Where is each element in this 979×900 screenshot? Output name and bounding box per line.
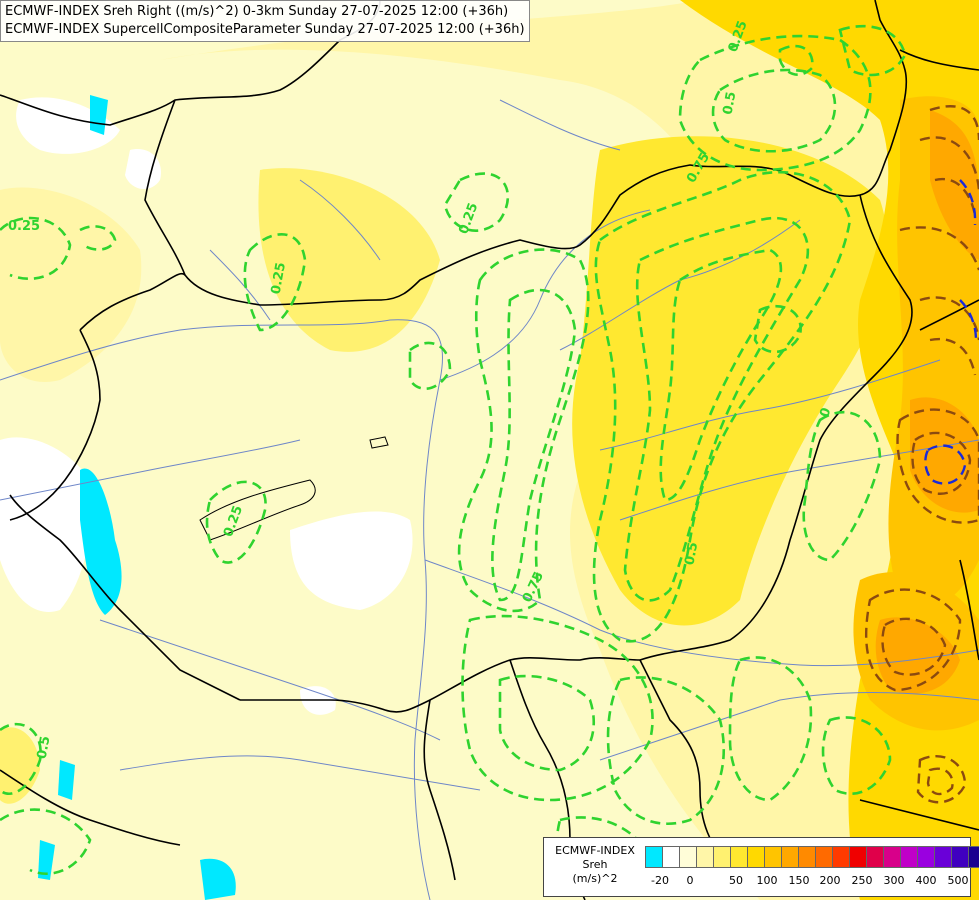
title-scp: ECMWF-INDEX SupercellCompositeParameter … bbox=[5, 22, 525, 37]
legend-swatch bbox=[866, 846, 884, 868]
legend-swatch bbox=[968, 846, 979, 868]
legend-swatches bbox=[645, 846, 979, 868]
legend-caption: ECMWF-INDEX Sreh (m/s)^2 bbox=[550, 844, 640, 886]
legend-swatch bbox=[900, 846, 918, 868]
title-sreh: ECMWF-INDEX Sreh Right ((m/s)^2) 0-3km S… bbox=[5, 4, 509, 19]
legend-tick-label: 400 bbox=[915, 874, 937, 887]
contour-label: 0.5 bbox=[35, 735, 54, 760]
legend-swatch bbox=[883, 846, 901, 868]
legend-swatch bbox=[696, 846, 714, 868]
color-legend: ECMWF-INDEX Sreh (m/s)^2 -20 0 50 100 150 200… bbox=[543, 837, 979, 897]
legend-swatch bbox=[662, 846, 680, 868]
legend-swatch bbox=[747, 846, 765, 868]
legend-swatch bbox=[679, 846, 697, 868]
map-title-box: ECMWF-INDEX Sreh Right ((m/s)^2) 0-3km S… bbox=[0, 0, 530, 42]
legend-tick-label: 250 bbox=[851, 874, 873, 887]
legend-source: ECMWF-INDEX bbox=[555, 844, 635, 857]
brown-dashed-contours bbox=[864, 105, 979, 804]
legend-swatch bbox=[832, 846, 850, 868]
legend-swatch bbox=[713, 846, 731, 868]
blue-dashed-contours bbox=[924, 179, 978, 485]
legend-swatch bbox=[917, 846, 935, 868]
legend-swatch bbox=[798, 846, 816, 868]
legend-swatch bbox=[849, 846, 867, 868]
legend-swatch bbox=[645, 846, 663, 868]
legend-tick-label: 300 bbox=[883, 874, 905, 887]
contour-label: 0.5 bbox=[682, 541, 701, 566]
legend-variable: Sreh bbox=[582, 858, 608, 871]
lake-outlines bbox=[199, 436, 389, 541]
legend-tick-label: 500 bbox=[947, 874, 969, 887]
legend-swatch bbox=[951, 846, 969, 868]
legend-ticks: -20050100150200250300400500700 bbox=[646, 874, 969, 890]
contour-label: 0.5 bbox=[721, 91, 740, 116]
legend-tick-label: 100 bbox=[756, 874, 778, 887]
legend-tick-label: -20 bbox=[651, 874, 669, 887]
legend-swatch bbox=[781, 846, 799, 868]
legend-swatch bbox=[934, 846, 952, 868]
contour-label: 0.25 bbox=[269, 261, 289, 295]
legend-tick-label: 0 bbox=[686, 874, 694, 887]
legend-swatch bbox=[764, 846, 782, 868]
legend-unit: (m/s)^2 bbox=[572, 872, 618, 885]
legend-tick-label: 200 bbox=[819, 874, 841, 887]
legend-tick-label: 50 bbox=[729, 874, 743, 887]
legend-swatch bbox=[730, 846, 748, 868]
legend-tick-label: 150 bbox=[788, 874, 810, 887]
contour-label: 0.25 bbox=[8, 219, 40, 234]
legend-swatch bbox=[815, 846, 833, 868]
